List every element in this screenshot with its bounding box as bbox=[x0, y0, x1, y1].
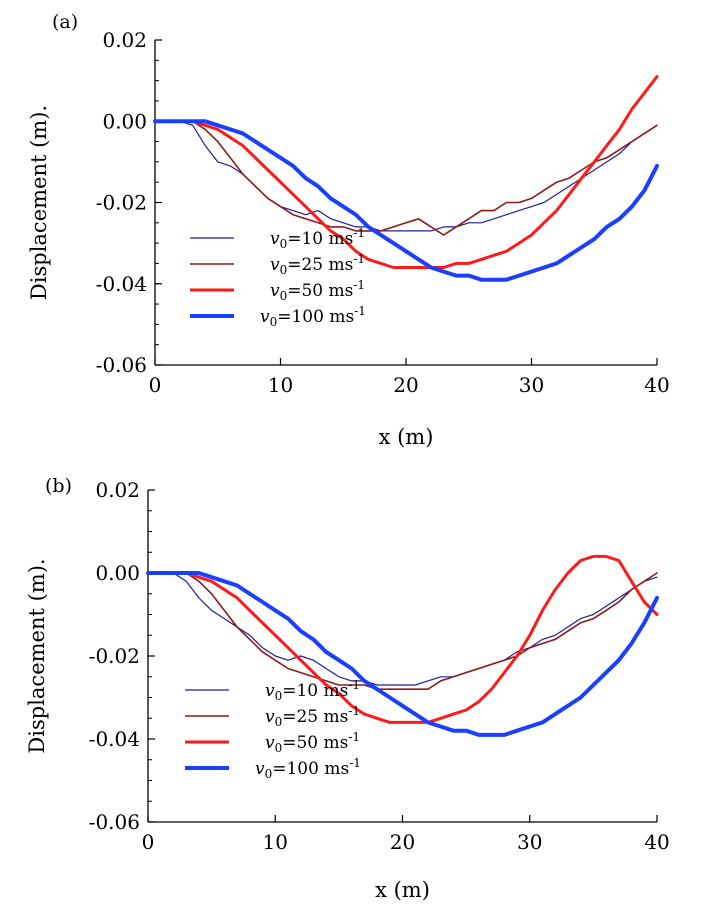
legend-text-part: v bbox=[265, 707, 275, 727]
legend-text-part: =50 ms bbox=[287, 281, 353, 301]
legend-text-part: -1 bbox=[353, 226, 365, 240]
legend-text-part: 0 bbox=[280, 237, 288, 251]
legend-text-part: -1 bbox=[353, 278, 365, 292]
legend-text-part: -1 bbox=[349, 756, 361, 770]
legend-text-part: =10 ms bbox=[282, 681, 348, 701]
series-line-3 bbox=[146, 571, 659, 737]
legend-text-part: -1 bbox=[348, 730, 360, 744]
series-line-2 bbox=[146, 554, 659, 724]
y-tick-label: 0.02 bbox=[95, 478, 140, 502]
x-tick-label: 40 bbox=[644, 830, 669, 854]
legend-text-part: =25 ms bbox=[282, 707, 348, 727]
legend-text-part: v bbox=[270, 255, 280, 275]
legend-entry-3: v0=100 ms-1 bbox=[260, 304, 366, 329]
panel-label: (b) bbox=[45, 475, 72, 497]
series-line-1 bbox=[147, 572, 658, 690]
legend-text-part: =10 ms bbox=[287, 229, 353, 249]
y-tick-label: -0.06 bbox=[96, 353, 147, 377]
legend-text-part: 0 bbox=[280, 263, 288, 277]
x-tick-label: 30 bbox=[519, 373, 544, 397]
legend-text-part: v bbox=[270, 281, 280, 301]
legend-entry-1: v0=25 ms-1 bbox=[265, 704, 360, 729]
legend-text-part: v bbox=[255, 759, 265, 779]
legend-text-part: 0 bbox=[275, 715, 283, 729]
legend-text-part: =25 ms bbox=[287, 255, 353, 275]
x-tick-label: 40 bbox=[644, 373, 669, 397]
series-line-3 bbox=[153, 119, 659, 282]
y-tick-label: -0.04 bbox=[89, 727, 140, 751]
y-tick-label: -0.02 bbox=[89, 644, 140, 668]
legend-text-part: 0 bbox=[270, 315, 278, 329]
x-tick-label: 20 bbox=[393, 373, 418, 397]
series-line-0 bbox=[147, 572, 658, 686]
legend-text-part: =50 ms bbox=[282, 733, 348, 753]
x-axis-title: x (m) bbox=[375, 878, 430, 902]
series-line-1 bbox=[154, 120, 658, 236]
legend-text-part: -1 bbox=[348, 678, 360, 692]
legend-entry-2: v0=50 ms-1 bbox=[265, 730, 360, 755]
y-axis-title: Displacement (m). bbox=[27, 105, 51, 300]
legend-text-part: =100 ms bbox=[277, 307, 354, 327]
x-tick-label: 10 bbox=[263, 830, 288, 854]
series-line-0 bbox=[154, 120, 658, 232]
y-tick-label: -0.04 bbox=[96, 272, 147, 296]
panel-b: 0.020.00-0.02-0.04-0.060 10 20 30 40x (m)Dis… bbox=[25, 475, 670, 902]
legend-text-part: v bbox=[265, 681, 275, 701]
legend-entry-2: v0=50 ms-1 bbox=[270, 278, 365, 303]
series-line-2 bbox=[153, 75, 659, 269]
x-tick-label: 20 bbox=[390, 830, 415, 854]
legend-text-part: -1 bbox=[348, 704, 360, 718]
legend-text-part: 0 bbox=[275, 741, 283, 755]
legend-text-part: =100 ms bbox=[272, 759, 349, 779]
legend-text-part: v bbox=[260, 307, 270, 327]
legend-entry-3: v0=100 ms-1 bbox=[255, 756, 361, 781]
panel-a: 0.020.00-0.02-0.04-0.060 10 20 30 40x (m)Dis… bbox=[27, 11, 670, 449]
legend-entry-1: v0=25 ms-1 bbox=[270, 252, 365, 277]
panel-label: (a) bbox=[52, 11, 78, 33]
x-tick-label: 0 bbox=[142, 830, 155, 854]
y-tick-label: 0.00 bbox=[102, 109, 147, 133]
legend-text-part: 0 bbox=[265, 767, 273, 781]
y-tick-label: -0.06 bbox=[89, 810, 140, 834]
y-axis-title: Displacement (m). bbox=[25, 558, 49, 753]
legend-text-part: 0 bbox=[275, 689, 283, 703]
y-tick-label: 0.00 bbox=[95, 561, 140, 585]
legend-entry-0: v0=10 ms-1 bbox=[265, 678, 360, 703]
legend-text-part: v bbox=[265, 733, 275, 753]
legend-text-part: -1 bbox=[353, 252, 365, 266]
legend-text-part: v bbox=[270, 229, 280, 249]
y-tick-label: -0.02 bbox=[96, 191, 147, 215]
x-tick-label: 10 bbox=[268, 373, 293, 397]
x-axis-title: x (m) bbox=[379, 425, 434, 449]
x-tick-label: 0 bbox=[149, 373, 162, 397]
x-tick-label: 30 bbox=[517, 830, 542, 854]
y-tick-label: 0.02 bbox=[102, 28, 147, 52]
legend-entry-0: v0=10 ms-1 bbox=[270, 226, 365, 251]
legend-text-part: 0 bbox=[280, 289, 288, 303]
legend-text-part: -1 bbox=[354, 304, 366, 318]
